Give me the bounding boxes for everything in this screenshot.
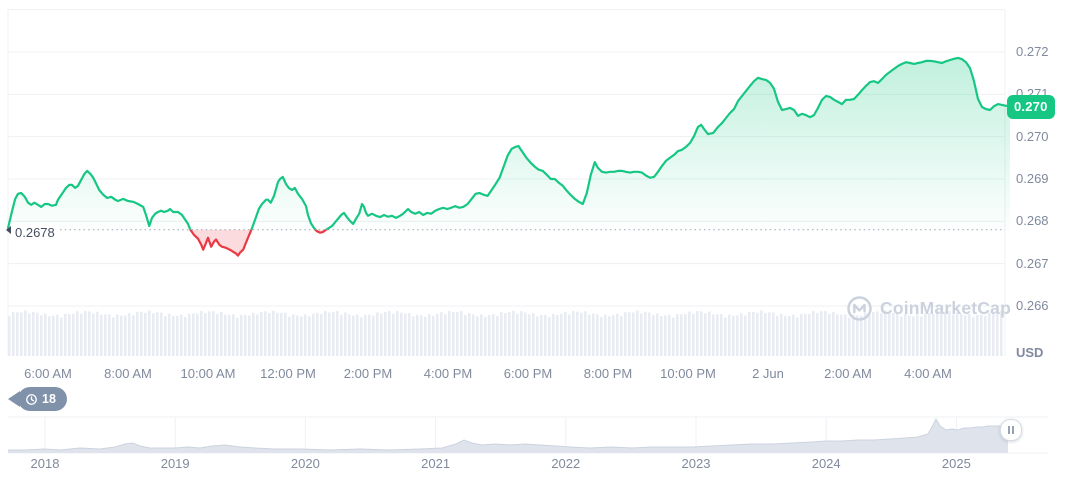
- timeline-year-label: 2019: [160, 456, 190, 471]
- badge-pointer-icon: [8, 391, 20, 407]
- threshold-price-label: 0.2678: [13, 224, 59, 241]
- watermark-text: CoinMarketCap: [880, 298, 1011, 318]
- x-axis-tick-label: 4:00 AM: [904, 366, 952, 381]
- y-axis-tick-label: 0.270: [1016, 128, 1049, 144]
- timeline-year-label: 2022: [551, 456, 581, 471]
- timeline-year-label: 2024: [811, 456, 841, 471]
- coinmarketcap-logo-icon: [846, 295, 873, 322]
- x-axis-tick-label: 6:00 PM: [503, 366, 553, 381]
- timeline-year-label: 2018: [30, 456, 60, 471]
- timeline-drag-handle[interactable]: [1000, 419, 1022, 441]
- timeline-year-label: 2023: [681, 456, 711, 471]
- timeline-scrubber-track[interactable]: [8, 417, 1010, 454]
- current-price-badge: 0.270: [1007, 95, 1055, 119]
- watermark: CoinMarketCap: [846, 295, 1011, 322]
- x-axis-tick-label: 2:00 AM: [824, 366, 872, 381]
- x-axis-tick-label: 12:00 PM: [260, 366, 316, 381]
- y-axis-tick-label: 0.268: [1016, 213, 1049, 229]
- y-axis-tick-label: 0.266: [1016, 297, 1049, 313]
- x-axis-tick-label: 2:00 PM: [343, 366, 393, 381]
- timeline-year-label: 2021: [421, 456, 451, 471]
- y-axis-tick-label: 0.272: [1016, 44, 1049, 59]
- x-axis-tick-label: 10:00 PM: [660, 366, 716, 381]
- threshold-marker-icon: [6, 226, 11, 234]
- x-axis-tick-label: 6:00 AM: [24, 366, 72, 381]
- y-axis-tick-label: 0.267: [1016, 255, 1049, 271]
- x-axis-tick-label: 2 Jun: [752, 366, 784, 381]
- x-axis-tick-label: 8:00 AM: [104, 366, 152, 381]
- clock-history-icon: [25, 393, 38, 406]
- y-axis-tick-label: 0.269: [1016, 170, 1049, 186]
- timeline-year-label: 2020: [290, 456, 320, 471]
- refresh-countdown-value: 18: [42, 392, 56, 406]
- x-axis-tick-label: 4:00 PM: [423, 366, 473, 381]
- x-axis-tick-label: 8:00 PM: [583, 366, 633, 381]
- y-axis-unit-label: USD: [1016, 345, 1044, 360]
- timeline-year-label: 2025: [941, 456, 971, 471]
- x-axis-tick-label: 10:00 AM: [180, 366, 236, 381]
